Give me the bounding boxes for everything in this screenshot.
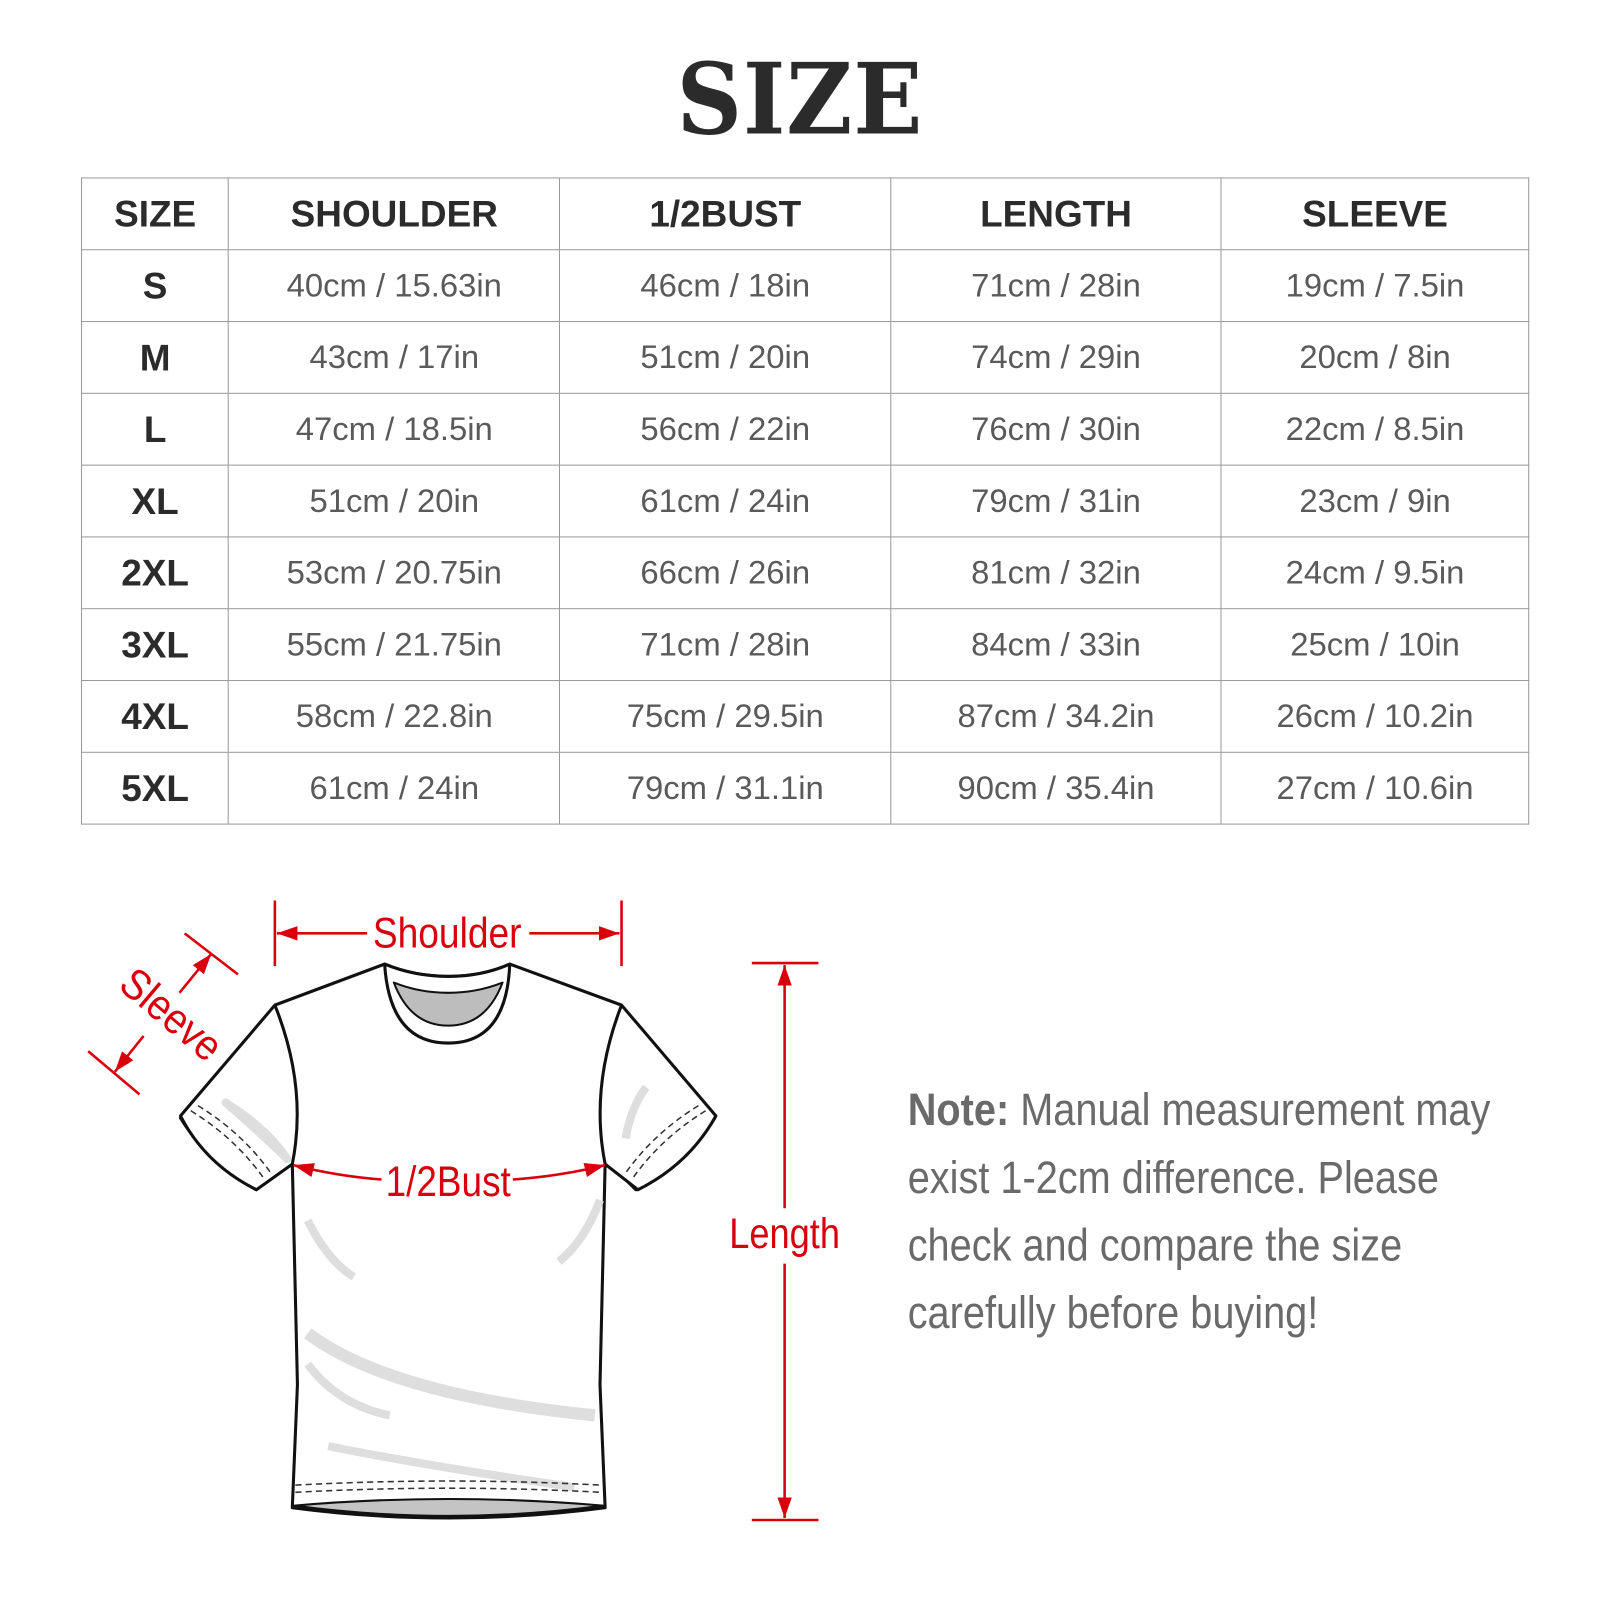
measurement-cell: 27cm / 10.6in bbox=[1220, 751, 1530, 825]
header-sleeve: SLEEVE bbox=[1220, 177, 1530, 251]
measurement-cell: 40cm / 15.63in bbox=[228, 249, 561, 323]
header-length: LENGTH bbox=[890, 177, 1222, 251]
bust-arrow-right bbox=[512, 1163, 606, 1181]
shoulder-label: Shoulder bbox=[373, 910, 522, 958]
measurement-cell: 71cm / 28in bbox=[890, 249, 1222, 323]
measurement-cell: 79cm / 31in bbox=[890, 464, 1222, 538]
header-size: SIZE bbox=[81, 177, 230, 251]
measurement-cell: 61cm / 24in bbox=[228, 751, 561, 825]
bust-arrow-left bbox=[293, 1163, 382, 1181]
table-row: XL 51cm / 20in 61cm / 24in 79cm / 31in 23cm … bbox=[81, 464, 1530, 538]
sleeve-arrow-top bbox=[178, 953, 213, 994]
table-row: 5XL 61cm / 24in 79cm / 31.1in 90cm / 35.4in… bbox=[81, 751, 1530, 825]
measurement-annotations bbox=[87, 900, 819, 1522]
size-cell: 2XL bbox=[81, 536, 230, 610]
note-text: Note: Manual measurement may exist 1-2cm… bbox=[908, 1077, 1540, 1348]
measurement-cell: 25cm / 10in bbox=[1220, 608, 1530, 682]
table-row: 4XL 58cm / 22.8in 75cm / 29.5in 87cm / 34.2… bbox=[81, 679, 1530, 753]
measurement-cell: 23cm / 9in bbox=[1220, 464, 1530, 538]
measurement-cell: 46cm / 18in bbox=[559, 249, 892, 323]
size-cell: 3XL bbox=[81, 608, 230, 682]
measurement-cell: 71cm / 28in bbox=[559, 608, 892, 682]
size-cell: 4XL bbox=[81, 679, 230, 753]
measurement-cell: 66cm / 26in bbox=[559, 536, 892, 610]
measurement-cell: 51cm / 20in bbox=[228, 464, 561, 538]
size-cell: 5XL bbox=[81, 751, 230, 825]
measurement-cell: 20cm / 8in bbox=[1220, 321, 1530, 394]
measurement-cell: 26cm / 10.2in bbox=[1220, 679, 1530, 753]
table-row: 2XL 53cm / 20.75in 66cm / 26in 81cm / 32in 2… bbox=[81, 536, 1530, 610]
measurement-cell: 22cm / 8.5in bbox=[1220, 392, 1530, 466]
measurement-cell: 24cm / 9.5in bbox=[1220, 536, 1530, 610]
header-bust: 1/2BUST bbox=[559, 177, 892, 251]
table-row: M 43cm / 17in 51cm / 20in 74cm / 29in 20cm /… bbox=[81, 321, 1530, 394]
measurement-cell: 81cm / 32in bbox=[890, 536, 1222, 610]
note-body: Manual measurement may exist 1-2cm diffe… bbox=[907, 1085, 1491, 1339]
measurement-cell: 58cm / 22.8in bbox=[228, 679, 561, 753]
table-row: L 47cm / 18.5in 56cm / 22in 76cm / 30in 22cm… bbox=[81, 392, 1530, 466]
measurement-cell: 76cm / 30in bbox=[890, 392, 1222, 466]
table-header-row: SIZE SHOULDER 1/2BUST LENGTH SLEEVE bbox=[81, 177, 1530, 251]
table-row: 3XL 55cm / 21.75in 71cm / 28in 84cm / 33in 2… bbox=[81, 608, 1530, 682]
size-cell: S bbox=[81, 249, 230, 323]
measurement-cell: 87cm / 34.2in bbox=[890, 679, 1222, 753]
measurement-cell: 43cm / 17in bbox=[228, 321, 561, 394]
header-shoulder: SHOULDER bbox=[228, 177, 561, 251]
size-cell: M bbox=[81, 321, 230, 394]
bust-label: 1/2Bust bbox=[386, 1158, 511, 1206]
note-label: Note: bbox=[907, 1085, 1010, 1136]
size-table: SIZE SHOULDER 1/2BUST LENGTH SLEEVE S 40c… bbox=[81, 177, 1530, 825]
measurement-cell: 19cm / 7.5in bbox=[1220, 249, 1530, 323]
measurement-cell: 74cm / 29in bbox=[890, 321, 1222, 394]
size-cell: L bbox=[81, 392, 230, 466]
table-row: S 40cm / 15.63in 46cm / 18in 71cm / 28in 19c… bbox=[81, 249, 1530, 323]
sleeve-arrow-bottom bbox=[113, 1035, 145, 1073]
measurement-cell: 61cm / 24in bbox=[559, 464, 892, 538]
length-label: Length bbox=[729, 1210, 840, 1258]
measurement-cell: 55cm / 21.75in bbox=[228, 608, 561, 682]
page-title: SIZE bbox=[676, 41, 924, 157]
measurement-cell: 79cm / 31.1in bbox=[559, 751, 892, 825]
tshirt-icon bbox=[178, 962, 718, 1520]
measurement-cell: 84cm / 33in bbox=[890, 608, 1222, 682]
size-cell: XL bbox=[81, 464, 230, 538]
measurement-cell: 56cm / 22in bbox=[559, 392, 892, 466]
measurement-cell: 90cm / 35.4in bbox=[890, 751, 1222, 825]
measurement-cell: 75cm / 29.5in bbox=[559, 679, 892, 753]
measurement-cell: 53cm / 20.75in bbox=[228, 536, 561, 610]
